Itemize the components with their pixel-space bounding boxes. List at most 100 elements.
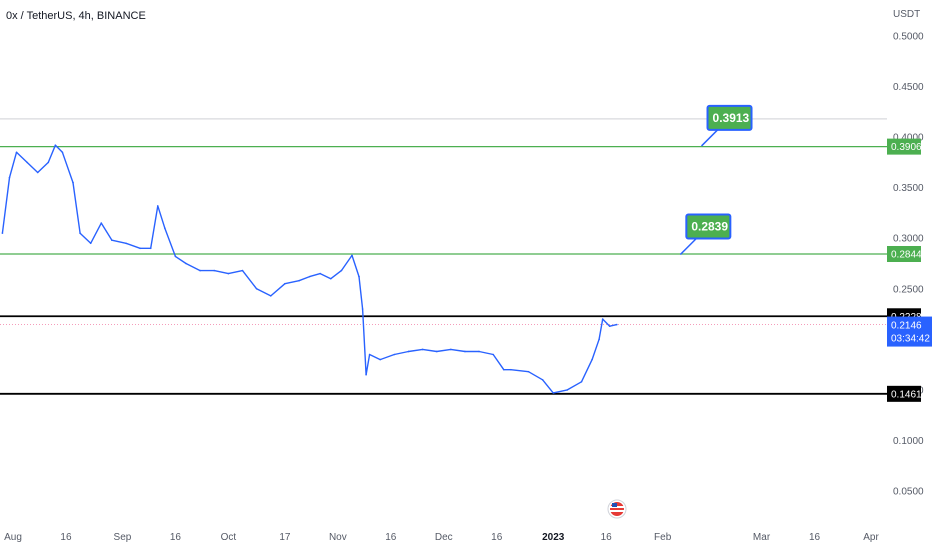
level-tag-label: 0.1461: [891, 389, 922, 400]
y-tick-label: 0.1000: [893, 436, 924, 447]
x-tick-label: 16: [601, 532, 613, 543]
price-point: [510, 368, 512, 371]
price-point: [308, 275, 311, 278]
callout-box[interactable]: [706, 104, 753, 131]
price-series: [1, 144, 618, 394]
price-point: [255, 287, 258, 290]
price-point: [79, 232, 81, 234]
level-tag: [887, 385, 921, 402]
x-tick-label: Nov: [329, 532, 347, 543]
price-point: [365, 373, 367, 376]
price-point: [541, 378, 544, 381]
price-point: [407, 350, 410, 353]
x-tick-label: Apr: [863, 532, 879, 543]
x-tick-label: Mar: [753, 532, 771, 543]
price-point: [591, 358, 593, 361]
us-flag-icon[interactable]: [607, 499, 627, 519]
price-point: [608, 325, 611, 327]
price-point: [149, 247, 152, 250]
y-tick-label: 0.5000: [893, 32, 924, 43]
price-callouts[interactable]: 0.3913 0.2839: [679, 104, 753, 256]
price-point: [552, 392, 555, 394]
x-axis-ticks: Aug 16 Sep 16 Oct 17 Nov 16 Dec 16 2023 16 Feb Mar 16 A…: [4, 532, 879, 543]
x-tick-label: Sep: [114, 532, 132, 543]
x-tick-label: 16: [491, 532, 503, 543]
countdown-label: 03:34:42: [891, 334, 930, 345]
price-point: [527, 370, 530, 373]
price-point: [421, 348, 424, 351]
price-point: [492, 353, 494, 356]
level-tag: [887, 245, 921, 262]
x-tick-label: 16: [385, 532, 397, 543]
level-tag-label: 0.2844: [891, 249, 922, 260]
price-point: [319, 272, 321, 275]
level-tag-label: 0.3906: [891, 142, 922, 153]
price-point: [502, 368, 505, 371]
price-point: [298, 279, 300, 282]
price-point: [598, 338, 600, 341]
callout-box[interactable]: [685, 213, 732, 240]
price-point: [241, 269, 244, 272]
price-point: [139, 247, 141, 250]
price-point: [164, 227, 166, 229]
price-point: [435, 350, 438, 353]
callout-pointer: [679, 237, 697, 256]
y-tick-label: 0.0500: [893, 487, 924, 498]
x-tick-label: Dec: [435, 532, 453, 543]
callout-label: 0.3913: [713, 111, 750, 125]
price-point: [478, 350, 480, 353]
price-point: [379, 358, 382, 361]
price-point: [566, 389, 569, 391]
price-point: [174, 255, 177, 258]
y-tick-label: 0.4000: [893, 133, 924, 144]
price-point: [111, 239, 113, 242]
price-point: [47, 161, 50, 164]
symbol-title: 0x / TetherUS, 4h, BINANCE: [6, 10, 146, 22]
price-point: [185, 262, 187, 265]
y-tick-label: 0.3000: [893, 234, 924, 245]
price-point: [351, 254, 353, 257]
price-point: [1, 232, 4, 234]
price-point: [8, 176, 11, 179]
callout-label: 0.2839: [691, 220, 728, 234]
price-point: [227, 272, 230, 275]
callout-pointer: [700, 129, 719, 147]
currency-label: USDT: [893, 9, 920, 20]
x-tick-label: 16: [60, 532, 72, 543]
price-point: [361, 308, 364, 310]
level-tag: [887, 138, 921, 155]
price-point: [61, 151, 64, 154]
price-point: [100, 222, 103, 224]
x-tick-label: 16: [170, 532, 182, 543]
price-line: [1, 144, 617, 394]
x-tick-label: Feb: [654, 532, 672, 543]
price-point: [393, 353, 396, 356]
x-tick-label: Aug: [4, 532, 22, 543]
y-tick-label: 0.4500: [893, 82, 924, 93]
price-point: [580, 381, 583, 383]
price-point: [358, 275, 360, 278]
price-point: [199, 269, 201, 272]
x-tick-label: 17: [279, 532, 291, 543]
price-point: [213, 269, 216, 272]
price-point: [15, 151, 18, 154]
price-point: [284, 282, 286, 285]
price-point: [36, 171, 39, 174]
y-tick-label: 0.3500: [893, 183, 924, 194]
y-tick-label: 0.2500: [893, 284, 924, 295]
horizontal-levels[interactable]: [0, 145, 887, 395]
x-tick-label: 16: [809, 532, 821, 543]
price-point: [26, 161, 28, 164]
price-point: [89, 242, 92, 245]
price-point: [340, 269, 343, 272]
price-point: [601, 318, 604, 320]
price-point: [329, 277, 332, 280]
current-price-label: 0.2146: [891, 321, 922, 332]
price-point: [615, 323, 618, 326]
price-point: [450, 348, 452, 351]
current-price-tag: [887, 316, 932, 347]
x-tick-label: Oct: [221, 532, 237, 543]
price-point: [156, 205, 159, 207]
